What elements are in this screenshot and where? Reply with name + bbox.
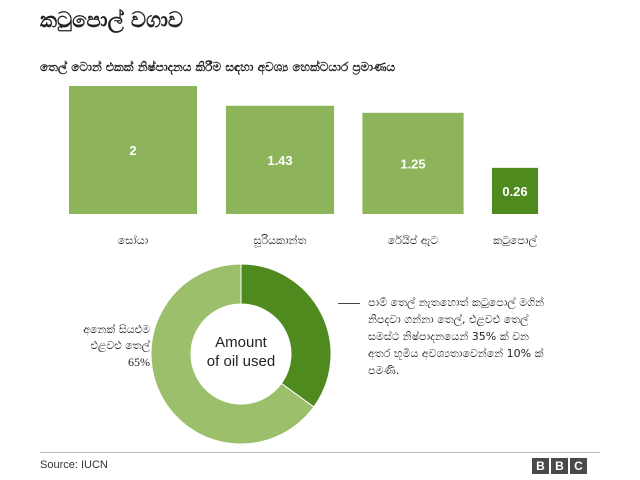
bbc-logo-letter: C xyxy=(570,458,587,474)
bar-value-label: 2 xyxy=(129,143,136,158)
annotation-other-line-1: අනෙක් සියළුම xyxy=(83,323,150,336)
category-label: රේයිප් ඇට xyxy=(388,233,439,248)
annotation-other-percent: 65% xyxy=(128,355,150,369)
bbc-logo-letter: B xyxy=(532,458,549,474)
annotation-leader-line xyxy=(338,303,360,304)
category-label: සූරියකාන්ත xyxy=(253,233,306,248)
category-label: සෝයා xyxy=(118,233,149,247)
annotation-palm-oil: පාම් තෙල් නැතහොත් කටුපොල් මගින් නිපදවා ග… xyxy=(368,294,618,379)
bbc-logo: B B C xyxy=(532,458,587,474)
bar-1 xyxy=(69,86,197,214)
bar-chart: 2 සෝයා 1.43 සූරියකාන්ත 1.25 රේයිප් ඇට 0.26 කටුප… xyxy=(69,86,539,248)
footer-divider xyxy=(40,452,600,453)
bar-2 xyxy=(225,105,335,214)
chart-canvas: 2 සෝයා 1.43 සූරියකාන්ත 1.25 රේයිප් ඇට 0.26 කටුප… xyxy=(69,86,539,445)
chart-subtitle: තෙල් ටොන් එකක් නිෂ්පාදනය කිරීම සඳහා අවශ්… xyxy=(40,60,396,74)
donut-center-line-2: of oil used xyxy=(207,353,275,370)
bar-3 xyxy=(362,112,464,214)
category-label: කටුපොල් xyxy=(493,233,537,248)
annotation-palm-line-1: පාම් තෙල් නැතහොත් කටුපොල් මගින් xyxy=(368,296,544,309)
annotation-palm-line-3: සමස්ථ නිෂ්පාදනයෙන් 35% ක් වන xyxy=(368,330,529,343)
chart-title: කටුපොල් වගාව xyxy=(40,8,184,32)
bar-value-label: 1.43 xyxy=(267,153,292,168)
bar-value-label: 1.25 xyxy=(400,156,425,171)
bar-4 xyxy=(491,167,539,214)
annotation-palm-line-4: අතර භූමිය අවශ්‍යතාවෙන්නේ 10% ක් xyxy=(368,347,544,360)
donut-chart: Amount of oil used xyxy=(150,263,332,445)
annotation-other-oils: අනෙක් සියළුම එළවළු තෙල් 65% xyxy=(40,322,150,370)
donut-center-line-1: Amount xyxy=(215,334,268,351)
bar-value-label: 0.26 xyxy=(502,184,527,199)
annotation-palm-line-5: පමණි. xyxy=(368,364,400,377)
annotation-palm-line-2: නිපදවා ගන්නා තෙල්, එළවළු තෙල් xyxy=(368,313,529,326)
donut-slice-2 xyxy=(150,263,315,445)
source-note: Source: IUCN xyxy=(40,459,108,471)
donut-slice-1 xyxy=(240,263,332,408)
bbc-logo-letter: B xyxy=(551,458,568,474)
annotation-other-line-2: එළවළු තෙල් xyxy=(90,339,150,352)
